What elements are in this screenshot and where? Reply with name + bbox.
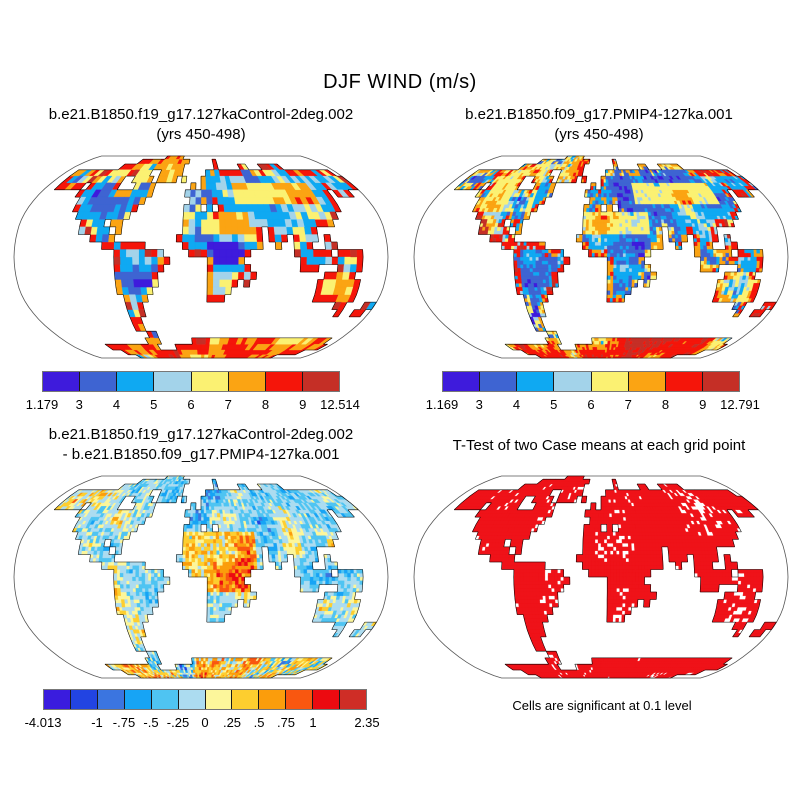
colorbar-tick-label: 1.169 <box>425 397 459 412</box>
colorbar-bar <box>42 371 340 392</box>
colorbar-segment <box>178 690 206 709</box>
colorbar-tick-label: .75 <box>276 715 296 730</box>
colorbar-segment <box>154 372 192 391</box>
ttest-caption: Cells are significant at 0.1 level <box>512 698 692 713</box>
colorbar-segment <box>232 690 260 709</box>
colorbar-tick-label: 0 <box>201 715 209 730</box>
panel-title-difference: b.e21.B1850.f19_g17.127kaControl-2deg.00… <box>8 425 394 465</box>
panel-title-pmip4: b.e21.B1850.f09_g17.PMIP4-127ka.001 (yrs… <box>406 105 792 145</box>
colorbar-segment <box>124 690 152 709</box>
map-cells-9 <box>200 550 255 679</box>
colorbar-tick-label: 9 <box>299 397 307 412</box>
map-ttest <box>413 475 789 679</box>
colorbar-tick-label: 8 <box>661 397 670 412</box>
colorbar-tick-label: 5 <box>550 397 558 412</box>
colorbar-segment <box>665 372 703 391</box>
colorbar-tick-label: 3 <box>75 397 83 412</box>
figure-title: DJF WIND (m/s) <box>323 71 477 93</box>
coastline-path <box>53 155 377 359</box>
map-cells-10 <box>199 674 202 677</box>
map-pmip4 <box>413 155 789 359</box>
colorbar-tick-label: 7 <box>624 397 632 412</box>
colorbar-control: 1.179 3 4 5 6 7 8 9 12.514 <box>26 371 360 412</box>
colorbar-segment <box>191 372 229 391</box>
colorbar-tick-label: 4 <box>112 397 121 412</box>
panel-title-control-line1: b.e21.B1850.f19_g17.127kaControl-2deg.00… <box>48 106 354 123</box>
colorbar-tick-label: 12.514 <box>320 397 360 412</box>
colorbar-tick-label: 1.179 <box>25 397 59 412</box>
colorbar-tick-label: -.75 <box>112 715 136 730</box>
panel-title-difference-line2: - b.e21.B1850.f09_g17.PMIP4-127ka.001 <box>62 446 340 463</box>
colorbar-tick-label: -.5 <box>143 715 159 730</box>
panel-title-pmip4-line2: (yrs 450-498) <box>554 126 644 143</box>
colorbar-tick-label: -4.013 <box>24 715 62 730</box>
colorbar-tick-label: 2.35 <box>354 715 380 730</box>
panel-title-control-line2: (yrs 450-498) <box>156 126 246 143</box>
colorbar-tick-label: .25 <box>222 715 242 730</box>
panel-title-ttest-line1: T-Test of two Case means at each grid po… <box>452 437 746 454</box>
colorbar-segment <box>43 372 81 391</box>
colorbar-tick-label: 7 <box>224 397 232 412</box>
colorbar-segment <box>44 690 71 709</box>
colorbar-segment <box>302 372 339 391</box>
map-difference <box>13 475 389 679</box>
colorbar-tick-label: .5 <box>253 715 265 730</box>
colorbar-segment <box>286 690 314 709</box>
colorbar-segment <box>97 690 125 709</box>
colorbar-tick-label: -1 <box>91 715 103 730</box>
colorbar-tick-label: 4 <box>512 397 521 412</box>
panel-title-difference-line1: b.e21.B1850.f19_g17.127kaControl-2deg.00… <box>48 426 354 443</box>
colorbar-tick-label: 9 <box>699 397 707 412</box>
panel-title-pmip4-line1: b.e21.B1850.f09_g17.PMIP4-127ka.001 <box>465 106 733 123</box>
colorbar-segment <box>228 372 266 391</box>
colorbar-pmip4: 1.169 3 4 5 6 7 8 9 12.791 <box>426 371 760 412</box>
colorbar-segment <box>443 372 481 391</box>
panel-title-control: b.e21.B1850.f19_g17.127kaControl-2deg.00… <box>8 105 394 145</box>
colorbar-tick-label: -.25 <box>166 715 190 730</box>
colorbar-segment <box>70 690 98 709</box>
colorbar-tick-label: 5 <box>150 397 158 412</box>
colorbar-segment <box>702 372 739 391</box>
colorbar-segment <box>340 690 367 709</box>
colorbar-segment <box>205 690 233 709</box>
colorbar-segment <box>117 372 155 391</box>
colorbar-segment <box>80 372 118 391</box>
colorbar-tick-label: 1 <box>309 715 317 730</box>
map-cells-7 <box>71 499 273 679</box>
colorbar-bar <box>43 689 367 710</box>
colorbar-segment <box>628 372 666 391</box>
colorbar-segment <box>265 372 303 391</box>
colorbar-segment <box>151 690 179 709</box>
colorbar-segment <box>554 372 592 391</box>
colorbar-tick-label: 6 <box>587 397 595 412</box>
colorbar-segment <box>480 372 518 391</box>
colorbar-tick-label: 8 <box>261 397 270 412</box>
colorbar-difference: -4.013 -1 -.75 -.5 -.25 0 .25 .5 .75 1 2.35 <box>25 689 380 730</box>
map-control <box>13 155 389 359</box>
map-cells-0 <box>453 475 777 679</box>
colorbar-segment <box>517 372 555 391</box>
colorbar-tick-label: 12.791 <box>720 397 760 412</box>
coastline-path <box>453 155 777 359</box>
colorbar-segment <box>259 690 287 709</box>
panel-title-ttest: T-Test of two Case means at each grid po… <box>406 436 792 456</box>
colorbar-tick-label: 6 <box>187 397 195 412</box>
coastline-path <box>453 475 777 679</box>
colorbar-segment <box>591 372 629 391</box>
colorbar-tick-label: 3 <box>475 397 483 412</box>
colorbar-bar <box>442 371 740 392</box>
coastline-path <box>53 475 377 679</box>
colorbar-segment <box>313 690 341 709</box>
